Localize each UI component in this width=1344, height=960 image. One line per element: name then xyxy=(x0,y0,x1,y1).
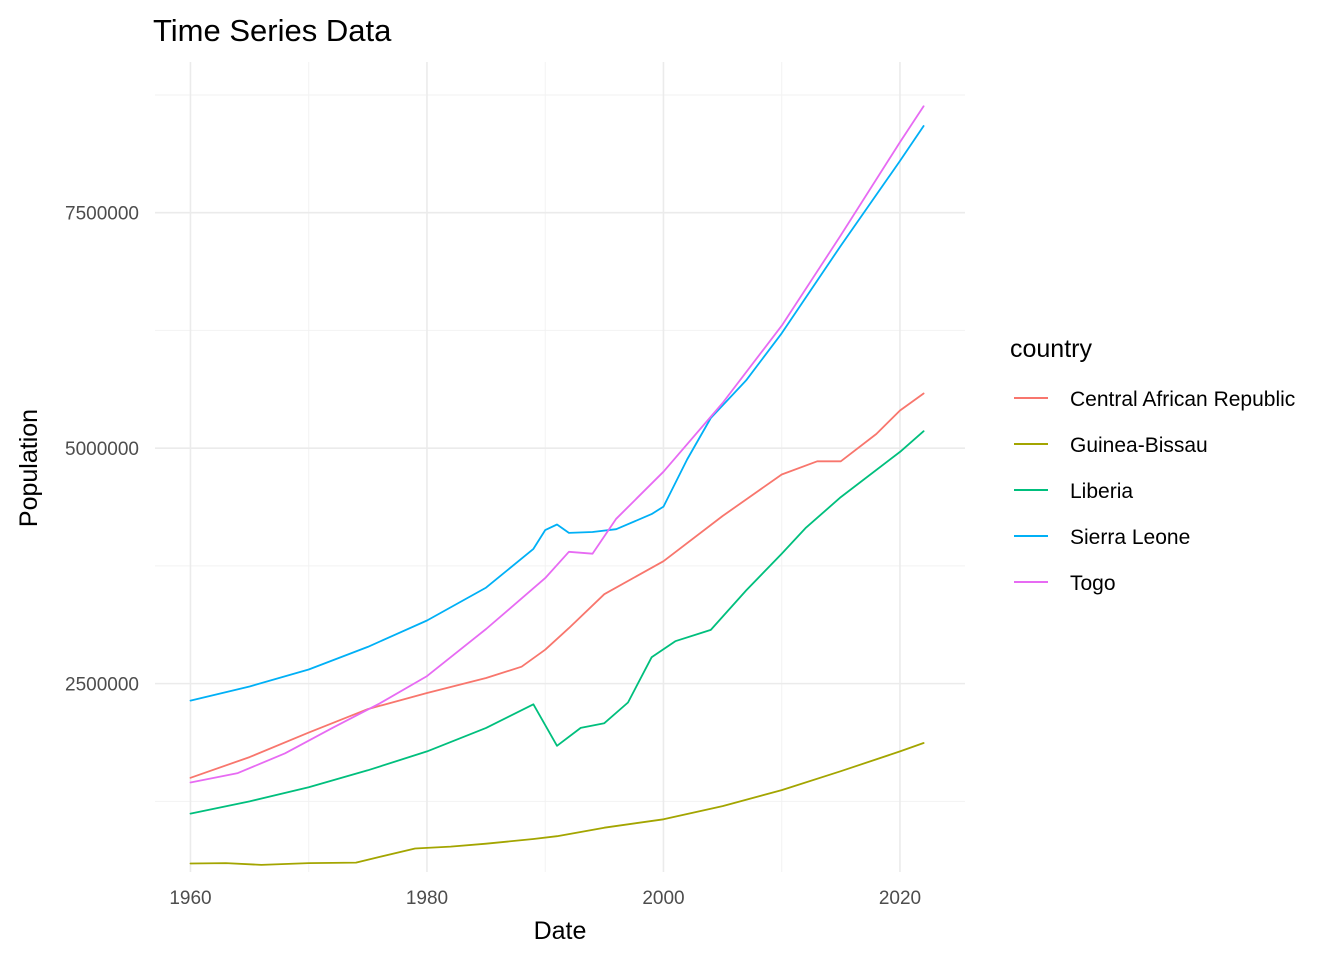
series-line xyxy=(189,742,925,866)
x-tick-label: 2000 xyxy=(642,888,684,909)
x-tick-label: 2020 xyxy=(879,888,921,909)
x-axis-ticks: 1960 1980 2000 2020 xyxy=(169,888,921,909)
series-line xyxy=(189,105,925,784)
y-tick-label: 2500000 xyxy=(65,675,139,696)
series-line xyxy=(189,125,925,702)
legend-title: country xyxy=(1010,335,1092,363)
legend-label: Guinea-Bissau xyxy=(1070,434,1208,457)
x-tick-label: 1980 xyxy=(406,888,448,909)
legend-label: Togo xyxy=(1070,572,1116,595)
series-line xyxy=(189,392,925,779)
y-axis-ticks: 2500000 5000000 7500000 xyxy=(65,204,139,696)
y-axis-title: Population xyxy=(15,409,43,527)
y-tick-label: 5000000 xyxy=(65,439,139,460)
x-axis-title: Date xyxy=(534,917,587,945)
series-layer xyxy=(189,105,925,866)
series-line xyxy=(189,430,925,815)
legend-label: Central African Republic xyxy=(1070,388,1295,411)
legend: country Central African Republic Guinea-B… xyxy=(1010,335,1295,595)
legend-label: Sierra Leone xyxy=(1070,526,1190,549)
grid xyxy=(155,62,965,872)
x-tick-label: 1960 xyxy=(169,888,211,909)
legend-label: Liberia xyxy=(1070,480,1133,503)
y-tick-label: 7500000 xyxy=(65,204,139,225)
chart-title: Time Series Data xyxy=(153,13,392,48)
